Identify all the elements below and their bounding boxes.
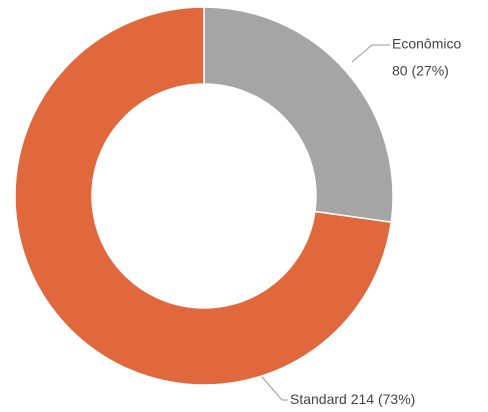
data-label-value: 214 (73%) bbox=[351, 391, 416, 407]
donut-slice bbox=[14, 6, 393, 386]
data-label-category: Standard bbox=[290, 391, 347, 407]
data-label-category: Econômico bbox=[392, 36, 461, 52]
leader-line bbox=[351, 44, 390, 63]
donut-slice bbox=[203, 6, 394, 224]
data-label-value: 80 (27%) bbox=[392, 63, 449, 79]
leader-line bbox=[261, 376, 288, 401]
data-label: Standard 214 (73%) bbox=[290, 391, 415, 407]
